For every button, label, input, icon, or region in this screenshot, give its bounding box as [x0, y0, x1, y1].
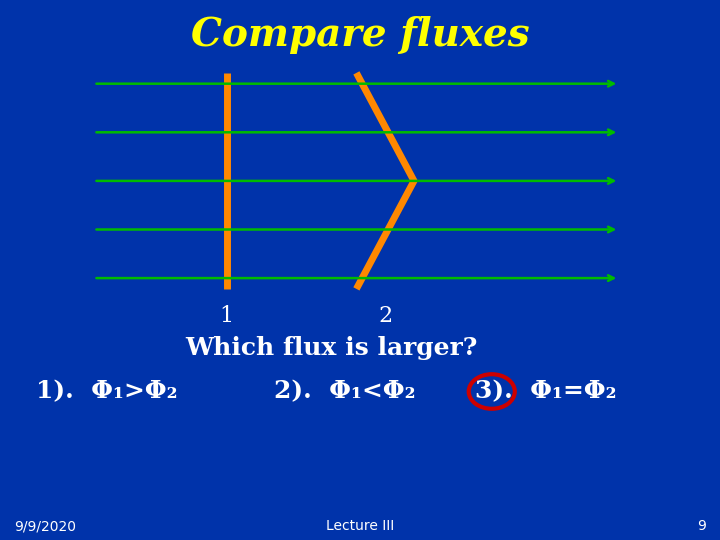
Text: 9/9/2020: 9/9/2020: [14, 519, 76, 534]
Text: Lecture III: Lecture III: [326, 519, 394, 534]
Text: 9: 9: [697, 519, 706, 534]
Text: Which flux is larger?: Which flux is larger?: [185, 336, 477, 360]
Text: 3).  Φ₁=Φ₂: 3). Φ₁=Φ₂: [475, 380, 617, 403]
Text: 2: 2: [378, 305, 392, 327]
Text: 1: 1: [220, 305, 234, 327]
Text: 1).  Φ₁>Φ₂: 1). Φ₁>Φ₂: [36, 380, 178, 403]
Text: 2).  Φ₁<Φ₂: 2). Φ₁<Φ₂: [274, 380, 415, 403]
Text: Compare fluxes: Compare fluxes: [191, 16, 529, 54]
